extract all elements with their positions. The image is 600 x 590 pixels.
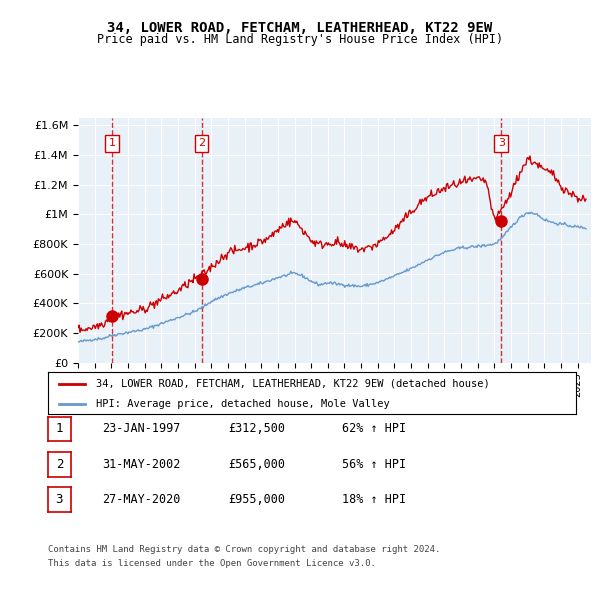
Text: 62% ↑ HPI: 62% ↑ HPI: [342, 422, 406, 435]
Text: 1: 1: [109, 138, 116, 148]
Text: 2: 2: [198, 138, 205, 148]
Text: 18% ↑ HPI: 18% ↑ HPI: [342, 493, 406, 506]
Text: 34, LOWER ROAD, FETCHAM, LEATHERHEAD, KT22 9EW (detached house): 34, LOWER ROAD, FETCHAM, LEATHERHEAD, KT…: [95, 379, 489, 389]
Text: HPI: Average price, detached house, Mole Valley: HPI: Average price, detached house, Mole…: [95, 399, 389, 408]
Text: This data is licensed under the Open Government Licence v3.0.: This data is licensed under the Open Gov…: [48, 559, 376, 568]
Text: 27-MAY-2020: 27-MAY-2020: [102, 493, 181, 506]
Text: 2: 2: [56, 458, 63, 471]
Text: 56% ↑ HPI: 56% ↑ HPI: [342, 458, 406, 471]
Text: 1: 1: [56, 422, 63, 435]
Text: 23-JAN-1997: 23-JAN-1997: [102, 422, 181, 435]
Text: Price paid vs. HM Land Registry's House Price Index (HPI): Price paid vs. HM Land Registry's House …: [97, 33, 503, 46]
Text: 31-MAY-2002: 31-MAY-2002: [102, 458, 181, 471]
Text: 3: 3: [498, 138, 505, 148]
Text: £565,000: £565,000: [228, 458, 285, 471]
Text: 3: 3: [56, 493, 63, 506]
Text: £312,500: £312,500: [228, 422, 285, 435]
Text: 34, LOWER ROAD, FETCHAM, LEATHERHEAD, KT22 9EW: 34, LOWER ROAD, FETCHAM, LEATHERHEAD, KT…: [107, 21, 493, 35]
Text: £955,000: £955,000: [228, 493, 285, 506]
Text: Contains HM Land Registry data © Crown copyright and database right 2024.: Contains HM Land Registry data © Crown c…: [48, 545, 440, 554]
